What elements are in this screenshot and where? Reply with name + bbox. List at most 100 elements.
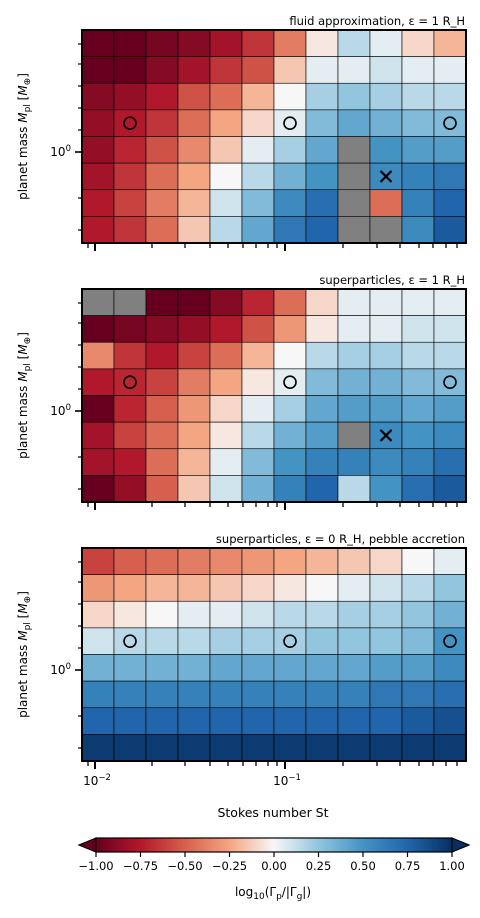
- heatmap-cell: [433, 109, 467, 137]
- heatmap-cell: [209, 29, 243, 57]
- heatmap-cell: [433, 734, 467, 762]
- heatmap-cell: [369, 600, 403, 629]
- heatmap-cell: [177, 395, 211, 423]
- heatmap-cell: [401, 288, 435, 316]
- heatmap-cell: [145, 189, 179, 217]
- heatmap-cell: [81, 547, 115, 575]
- y-axis: 100: [50, 561, 82, 749]
- heatmap-cell: [145, 734, 179, 762]
- heatmap-cell: [113, 56, 147, 84]
- heatmap-cell: [369, 627, 403, 655]
- heatmap-cell: [241, 288, 275, 316]
- heatmap-cell: [305, 56, 339, 84]
- heatmap-cell: [113, 627, 147, 655]
- colorbar: −1.00 −0.75 −0.50 −0.25 0.00 0.25 0.50 0.75 1.00…: [77, 837, 471, 902]
- heatmap-cell: [273, 421, 307, 450]
- heatmap-cell: [209, 627, 243, 655]
- heatmap-cell: [433, 315, 467, 343]
- heatmap-cell: [401, 547, 435, 575]
- heatmap-cell: [241, 734, 275, 762]
- heatmap-cell: [401, 421, 435, 450]
- circle-marker: [443, 375, 457, 389]
- heatmap-cell: [209, 680, 243, 709]
- heatmap-cell: [369, 654, 403, 682]
- heatmap-cell: [305, 600, 339, 629]
- heatmap-cell: [177, 82, 211, 111]
- heatmap-cell: [145, 288, 179, 316]
- heatmap-cell: [241, 574, 275, 602]
- colorbar-tick-label: 0.50: [350, 859, 376, 873]
- heatmap-cell: [401, 395, 435, 423]
- y-tick-label: 100: [50, 403, 71, 418]
- heatmap-cell: [145, 315, 179, 343]
- heatmap-cell: [305, 162, 339, 191]
- heatmap-cell: [113, 162, 147, 191]
- colorbar-tick-label: 0.75: [395, 859, 421, 873]
- heatmap-cell: [273, 368, 307, 396]
- heatmap-cell: [113, 600, 147, 629]
- heatmap-cell: [305, 680, 339, 709]
- heatmap-cell: [113, 421, 147, 450]
- heatmap-cell: [433, 56, 467, 84]
- heatmap-cell: [337, 475, 371, 503]
- heatmap-cell: [209, 475, 243, 503]
- heatmap-cell: [273, 341, 307, 370]
- heatmap-cell: [273, 216, 307, 244]
- heatmap-cell: [209, 547, 243, 575]
- heatmap-cell: [401, 136, 435, 164]
- heatmap-cell: [433, 29, 467, 57]
- heatmap-cell: [177, 56, 211, 84]
- panel-superparticles-eps1: superparticles, ε = 1 R_H 100 planet mass …: [16, 273, 467, 510]
- heatmap-cell: [305, 341, 339, 370]
- heatmap-cell: [113, 574, 147, 602]
- heatmap-cell: [113, 109, 147, 137]
- heatmap-cell: [433, 216, 467, 244]
- heatmap-cell: [81, 475, 115, 503]
- colorbar-tick-label: 0.00: [261, 859, 287, 873]
- heatmap-cell: [177, 216, 211, 244]
- heatmap-cell: [241, 627, 275, 655]
- heatmap-cell: [337, 109, 371, 137]
- heatmap-cell: [209, 82, 243, 111]
- heatmap-cell: [401, 680, 435, 709]
- heatmap-cell: [337, 368, 371, 396]
- heatmap-cell: [401, 654, 435, 682]
- heatmap-cell: [113, 547, 147, 575]
- heatmap-cell: [273, 315, 307, 343]
- heatmap-cells: [81, 29, 467, 244]
- heatmap-cell: [177, 475, 211, 503]
- heatmap-cell: [81, 574, 115, 602]
- heatmap-cell: [273, 82, 307, 111]
- heatmap-cell: [337, 421, 371, 450]
- heatmap-cell: [241, 547, 275, 575]
- colorbar-bar: [95, 837, 453, 853]
- heatmap-cell: [337, 547, 371, 575]
- heatmap-cell: [113, 82, 147, 111]
- heatmap-cell: [145, 627, 179, 655]
- heatmap-cell: [305, 547, 339, 575]
- heatmap-cell: [113, 734, 147, 762]
- heatmap-cell: [81, 315, 115, 343]
- heatmap-cell: [113, 189, 147, 217]
- heatmap-cell: [209, 162, 243, 191]
- heatmap-cell: [369, 136, 403, 164]
- y-axis-label: planet mass Mpl [M⊕]: [16, 73, 33, 200]
- heatmap-cell: [273, 288, 307, 316]
- x-tick-label: 10−2: [83, 773, 111, 788]
- heatmap-cell: [241, 341, 275, 370]
- heatmap-cell: [145, 82, 179, 111]
- heatmap-cell: [337, 448, 371, 476]
- heatmap-cell: [209, 56, 243, 84]
- heatmap-cell: [337, 216, 371, 244]
- heatmap-cell: [337, 189, 371, 217]
- heatmap-cell: [273, 189, 307, 217]
- heatmap-cell: [209, 136, 243, 164]
- heatmap-cell: [209, 707, 243, 735]
- heatmap-cell: [177, 547, 211, 575]
- cross-marker: [379, 429, 393, 442]
- heatmap-cell: [209, 448, 243, 476]
- circle-marker: [283, 375, 297, 389]
- heatmap-cell: [305, 136, 339, 164]
- heatmap-cell: [401, 627, 435, 655]
